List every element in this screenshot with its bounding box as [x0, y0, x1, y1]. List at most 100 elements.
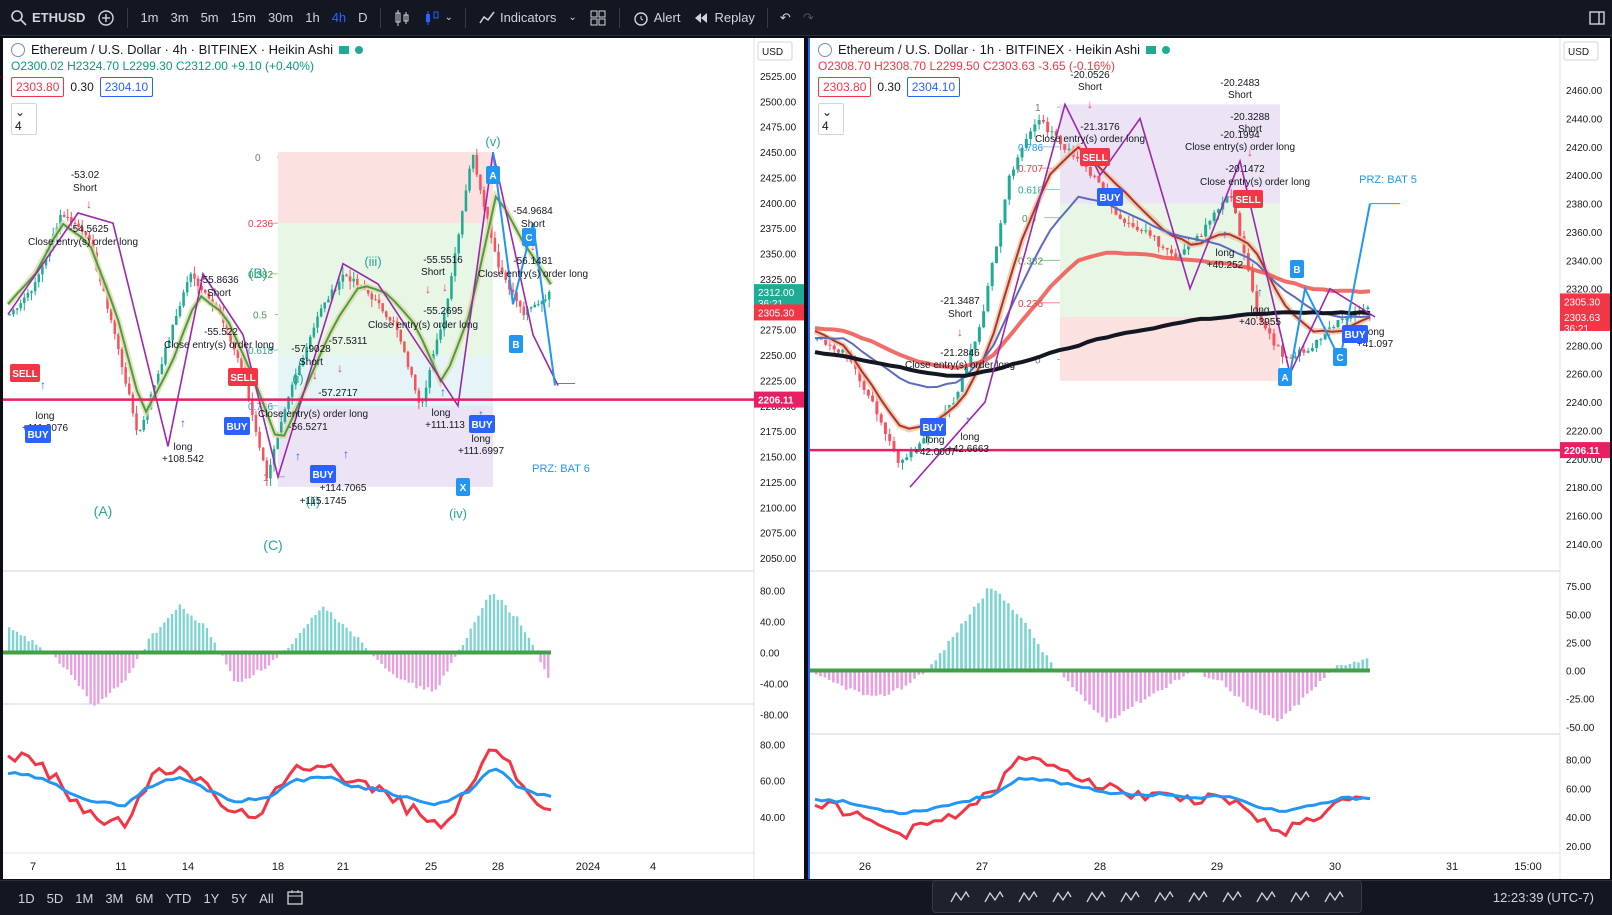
signal-badge [228, 368, 258, 386]
macd-bar [990, 588, 993, 671]
macd-bar [1173, 670, 1177, 680]
abcd-icon[interactable] [983, 888, 1005, 906]
range-1y[interactable]: 1Y [203, 890, 220, 906]
interval-D[interactable]: D [358, 10, 368, 25]
fib-level-label: 0.707 [1018, 164, 1043, 175]
redo-button[interactable]: ↷ [797, 0, 820, 35]
macd-bar [887, 670, 891, 695]
candle-body [337, 281, 341, 290]
price-tag-label: 2305.30 [1564, 297, 1601, 308]
candle-body [511, 289, 515, 293]
chart-annotation: long [1366, 327, 1385, 338]
macd-bar [1305, 670, 1309, 694]
alert-button[interactable]: Alert [626, 0, 687, 35]
candle-body [1152, 235, 1156, 237]
moving-average-line [814, 310, 1371, 378]
undo-button[interactable]: ↶ [774, 0, 797, 35]
macd-bar [840, 670, 844, 686]
range-3m[interactable]: 3M [105, 890, 124, 906]
trend-line-icon[interactable] [1085, 888, 1107, 906]
cycle-icon[interactable] [1221, 888, 1243, 906]
signal-badge-label: SELL [230, 373, 256, 384]
fib-icon[interactable] [1255, 888, 1277, 906]
chart-pane-left[interactable]: USD 2525.00 2500.00 2475.00 2450.00 2425.00 24… [3, 38, 804, 879]
chart-canvas-left[interactable]: USD2525.002500.002475.002450.002425.0024… [3, 38, 804, 879]
candle-body [258, 431, 261, 448]
arrow-up-icon: ↑ [40, 378, 46, 392]
chart-canvas-right[interactable]: USD 2460.00 2440.00 2420.00 2400.00 2380.00 23… [810, 38, 1610, 879]
compare-button[interactable] [91, 0, 121, 35]
xabcd-icon[interactable] [1017, 888, 1039, 906]
macd-bar [504, 605, 507, 653]
macd-bar [85, 652, 88, 697]
range-6m[interactable]: 6M [135, 890, 154, 906]
macd-bar [442, 652, 445, 676]
flag-icon[interactable] [338, 45, 349, 54]
date-tick-label: 4 [650, 861, 656, 873]
signal-badge-label: SELL [1235, 195, 1261, 206]
layout-button[interactable] [583, 0, 613, 35]
macd-bar [403, 652, 406, 681]
wave-line [909, 102, 1376, 488]
symbol-search[interactable]: ETHUSD [0, 0, 91, 35]
range-1d[interactable]: 1D [18, 890, 35, 906]
interval-4h[interactable]: 4h [331, 10, 347, 25]
elliott-wave-icon[interactable] [1187, 888, 1209, 906]
heikin-ashi-button[interactable]: ⌄ [417, 0, 459, 35]
redo-icon: ↷ [802, 9, 814, 25]
collapse-indicators-button[interactable]: ⌄ 4 [818, 103, 844, 135]
horizontal-line-icon[interactable] [1051, 888, 1073, 906]
flag-icon[interactable] [1145, 45, 1156, 54]
range-5y[interactable]: 5Y [231, 890, 248, 906]
buy-price-button[interactable]: 2304.10 [906, 77, 961, 97]
candle-body [464, 190, 468, 212]
panel-toggle-button[interactable] [1582, 0, 1612, 35]
lines-icon[interactable] [1323, 888, 1345, 906]
fib-zone [278, 152, 493, 224]
pattern-icon[interactable] [949, 888, 971, 906]
macd-bar [19, 635, 22, 653]
ray-icon[interactable] [1153, 888, 1175, 906]
collapse-indicators-button[interactable]: ⌄ 4 [11, 103, 37, 135]
chart-title: Ethereum / U.S. Dollar · 4h · BITFINEX ·… [31, 42, 333, 57]
interval-1h[interactable]: 1h [305, 10, 320, 25]
range-5d[interactable]: 5D [46, 890, 64, 906]
interval-15m[interactable]: 15m [230, 10, 256, 25]
fib-level-label: 0.618 [248, 346, 273, 357]
chart-annotation: long [472, 434, 491, 445]
interval-3m[interactable]: 3m [170, 10, 189, 25]
macd-bar [419, 652, 422, 687]
date-tick-label: 30 [1329, 861, 1341, 873]
oscillator-line [814, 776, 1371, 816]
range-ytd[interactable]: YTD [165, 890, 192, 906]
macd-bar [167, 618, 170, 653]
chart-annotation: Close entry(s) order long [368, 320, 478, 331]
interval-5m[interactable]: 5m [200, 10, 219, 25]
candle-body [106, 291, 109, 309]
chart-pane-right[interactable]: USD 2460.00 2440.00 2420.00 2400.00 2380.00 23… [808, 38, 1610, 879]
candle-body [327, 299, 330, 303]
macd-bar [1101, 670, 1104, 718]
price-tick-label: 2380.00 [1566, 200, 1603, 211]
chart-annotation: +42.0007 [914, 447, 956, 458]
fib-level-label: 1 [1035, 103, 1041, 114]
long-position-icon[interactable] [1119, 888, 1141, 906]
channel-icon[interactable] [1289, 888, 1311, 906]
macd-bar [430, 652, 434, 692]
range-1m[interactable]: 1M [75, 890, 94, 906]
interval-1m[interactable]: 1m [140, 10, 159, 25]
price-tag-label: 2303.63 [1564, 313, 1601, 324]
goto-date-button[interactable] [280, 888, 310, 909]
macd-bar [1310, 670, 1313, 691]
sell-price-button[interactable]: 2303.80 [818, 77, 872, 97]
interval-30m[interactable]: 30m [267, 10, 294, 25]
sell-price-button[interactable]: 2303.80 [11, 77, 65, 97]
replay-button[interactable]: Replay [686, 0, 760, 35]
macd-bar [998, 593, 1002, 671]
range-all[interactable]: All [259, 890, 274, 906]
buy-price-button[interactable]: 2304.10 [99, 77, 154, 97]
indicators-button[interactable]: Indicators ⌄ [472, 0, 583, 35]
macd-bar [1207, 670, 1211, 679]
bar-style-button[interactable] [387, 0, 417, 35]
fib-level-label: 0.5 [253, 310, 267, 321]
